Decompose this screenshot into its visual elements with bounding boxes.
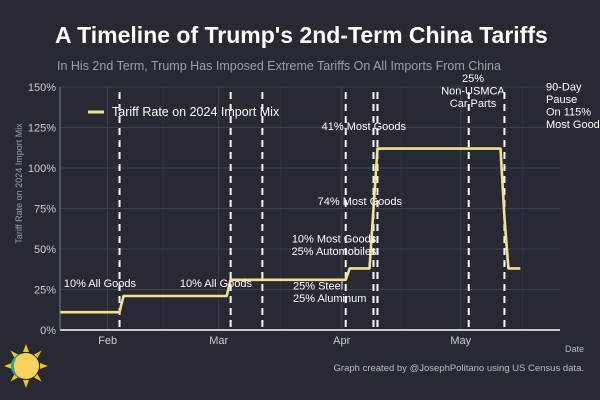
- y-tick-label: 100%: [28, 163, 56, 175]
- x-tick-label: Apr: [333, 335, 350, 347]
- event-label: 25% Automobiles: [292, 246, 377, 258]
- series-layer: [60, 147, 521, 314]
- event-label: 10% All Goods: [180, 278, 253, 290]
- y-tick-label: 75%: [34, 204, 56, 216]
- event-label: 41% Most Goods: [322, 121, 407, 133]
- y-tick-label: 25%: [34, 285, 56, 297]
- chart-credit: Graph created by @JosephPolitano using U…: [333, 363, 584, 374]
- event-label: 25% Steel: [293, 281, 343, 293]
- legend: Tariff Rate on 2024 Import Mix: [88, 105, 280, 119]
- x-axis-label: Date: [565, 344, 584, 354]
- y-tick-label: 50%: [34, 244, 56, 256]
- legend-label: Tariff Rate on 2024 Import Mix: [112, 105, 280, 119]
- event-label: Non-USMCA: [441, 86, 505, 98]
- sun-logo-icon: [4, 344, 48, 388]
- x-tick-label: Mar: [209, 335, 228, 347]
- page-title: A Timeline of Trump's 2nd-Term China Tar…: [55, 22, 548, 48]
- event-label: Car Parts: [450, 98, 497, 110]
- y-axis-label: Tariff Rate on 2024 Import Mix: [14, 123, 24, 244]
- event-label: 10% Most Goods: [292, 234, 377, 246]
- event-label: Most Goods: [546, 119, 600, 131]
- event-label: 10% All Goods: [64, 278, 137, 290]
- y-tick-label: 150%: [28, 82, 56, 94]
- x-tick-label: Feb: [98, 335, 117, 347]
- series-line: [60, 147, 521, 314]
- event-label: Pause: [546, 94, 577, 106]
- y-tick-label: 0%: [40, 325, 56, 337]
- page-subtitle: In His 2nd Term, Trump Has Imposed Extre…: [57, 59, 501, 73]
- event-label: 74% Most Goods: [318, 196, 403, 208]
- y-tick-label: 125%: [28, 123, 56, 135]
- axis-layer: 0% 25% 50% 75% 100% 125% 150% Feb Mar Apr May Tarif…: [14, 82, 584, 354]
- x-tick-label: May: [450, 335, 471, 347]
- event-label: 90-Day: [546, 82, 582, 94]
- event-label: 25%: [462, 73, 484, 85]
- event-label: On 115%: [546, 107, 591, 119]
- event-label: 25% Aluminum: [293, 293, 366, 305]
- event-markers: [118, 92, 506, 330]
